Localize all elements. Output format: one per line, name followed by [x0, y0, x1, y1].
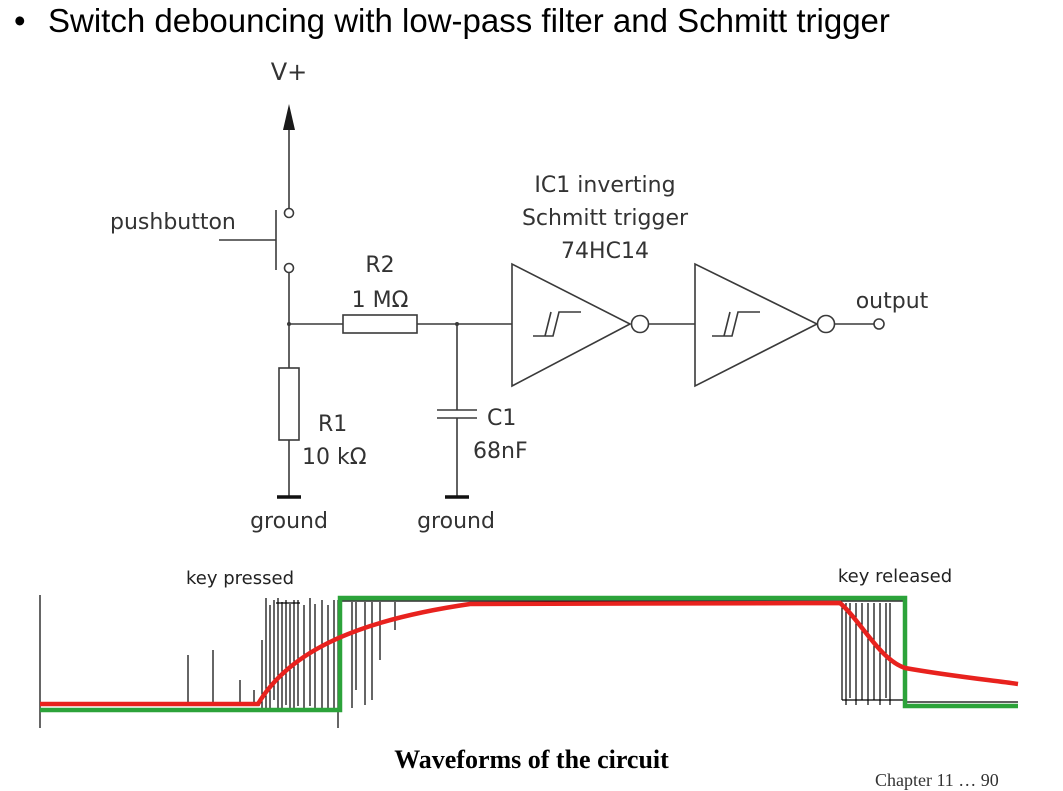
- inverter-bubble-2: [816, 314, 836, 334]
- hysteresis-icon-1: [533, 311, 581, 337]
- output-label: output: [856, 289, 929, 314]
- ic-label-line3: 74HC14: [561, 239, 649, 264]
- hysteresis-icon-2: [712, 311, 760, 337]
- filtered-signal-trace: [40, 600, 1019, 707]
- ground-mid-label: ground: [417, 509, 495, 534]
- r1-resistor: [278, 367, 300, 441]
- key-pressed-label: key pressed: [186, 568, 294, 589]
- supply-label: V+: [271, 58, 308, 86]
- bullet-text: Switch debouncing with low-pass filter a…: [48, 2, 890, 39]
- ic-label-line1: IC1 inverting: [534, 173, 675, 198]
- r2-resistor: [342, 314, 418, 334]
- r2-value-label: 1 MΩ: [352, 288, 409, 313]
- schmitt-trigger-1: [511, 262, 632, 388]
- slide-footer: Chapter 11 … 90: [875, 770, 999, 790]
- waveform-panel: key pressed key released: [39, 566, 1019, 728]
- r1-value-label: 10 kΩ: [302, 445, 367, 470]
- figure-caption: Waveforms of the circuit: [394, 745, 669, 774]
- switch-contact-bottom: [283, 262, 295, 274]
- ic-label-line2: Schmitt trigger: [522, 206, 689, 231]
- schmitt-trigger-2: [694, 262, 819, 388]
- key-released-label: key released: [838, 566, 952, 587]
- hysteresis-icon-1-b: [544, 311, 552, 337]
- switch-contact-top: [283, 207, 295, 219]
- output-signal-trace: [40, 595, 1018, 713]
- junction-dot-left: [287, 322, 291, 326]
- circuit-schematic: [219, 104, 885, 499]
- bullet-dot: •: [14, 2, 26, 39]
- c1-value-label: 68nF: [473, 439, 528, 464]
- circuit-labels: V+ pushbutton R2 1 MΩ R1 10 kΩ C1 68nF g…: [110, 58, 929, 534]
- c1-name-label: C1: [487, 406, 516, 431]
- hysteresis-icon-2-b: [723, 311, 731, 337]
- pushbutton-label: pushbutton: [110, 210, 236, 235]
- r2-name-label: R2: [365, 253, 394, 278]
- inverter-bubble-1: [630, 314, 650, 334]
- supply-arrow-icon: [283, 104, 295, 130]
- r1-name-label: R1: [318, 412, 347, 437]
- ground-left-label: ground: [250, 509, 328, 534]
- output-terminal: [873, 318, 885, 330]
- slide-bullet: • Switch debouncing with low-pass filter …: [14, 2, 890, 40]
- junction-dot-right: [455, 322, 459, 326]
